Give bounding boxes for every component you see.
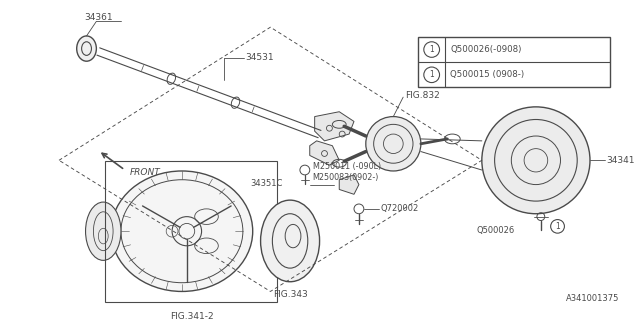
Ellipse shape [77, 36, 97, 61]
Text: FRONT: FRONT [130, 168, 161, 177]
Text: FIG.341-2: FIG.341-2 [170, 312, 214, 320]
Polygon shape [310, 141, 339, 165]
Text: FIG.832: FIG.832 [405, 91, 440, 100]
Text: Q720002: Q720002 [381, 204, 419, 213]
Ellipse shape [260, 200, 319, 282]
Text: Q500026: Q500026 [477, 226, 515, 235]
Text: 1: 1 [429, 45, 434, 54]
Text: 34531: 34531 [245, 53, 273, 62]
Polygon shape [339, 175, 359, 194]
Text: 1: 1 [555, 222, 560, 231]
Text: A341001375: A341001375 [566, 294, 620, 303]
Polygon shape [315, 112, 354, 141]
Text: 1: 1 [429, 70, 434, 79]
Text: Q500015 (0908-): Q500015 (0908-) [451, 70, 525, 79]
Text: 34341: 34341 [607, 156, 636, 165]
Circle shape [366, 116, 421, 171]
Text: 34361: 34361 [84, 13, 113, 22]
Text: 34351C: 34351C [251, 179, 283, 188]
Text: M250083(0902-): M250083(0902-) [313, 173, 379, 182]
Ellipse shape [111, 171, 253, 292]
Text: FIG.343: FIG.343 [273, 290, 307, 299]
Text: Q500026(-0908): Q500026(-0908) [451, 45, 522, 54]
Circle shape [482, 107, 590, 214]
Ellipse shape [86, 202, 121, 260]
Text: M250011 (-090L): M250011 (-090L) [313, 162, 381, 171]
